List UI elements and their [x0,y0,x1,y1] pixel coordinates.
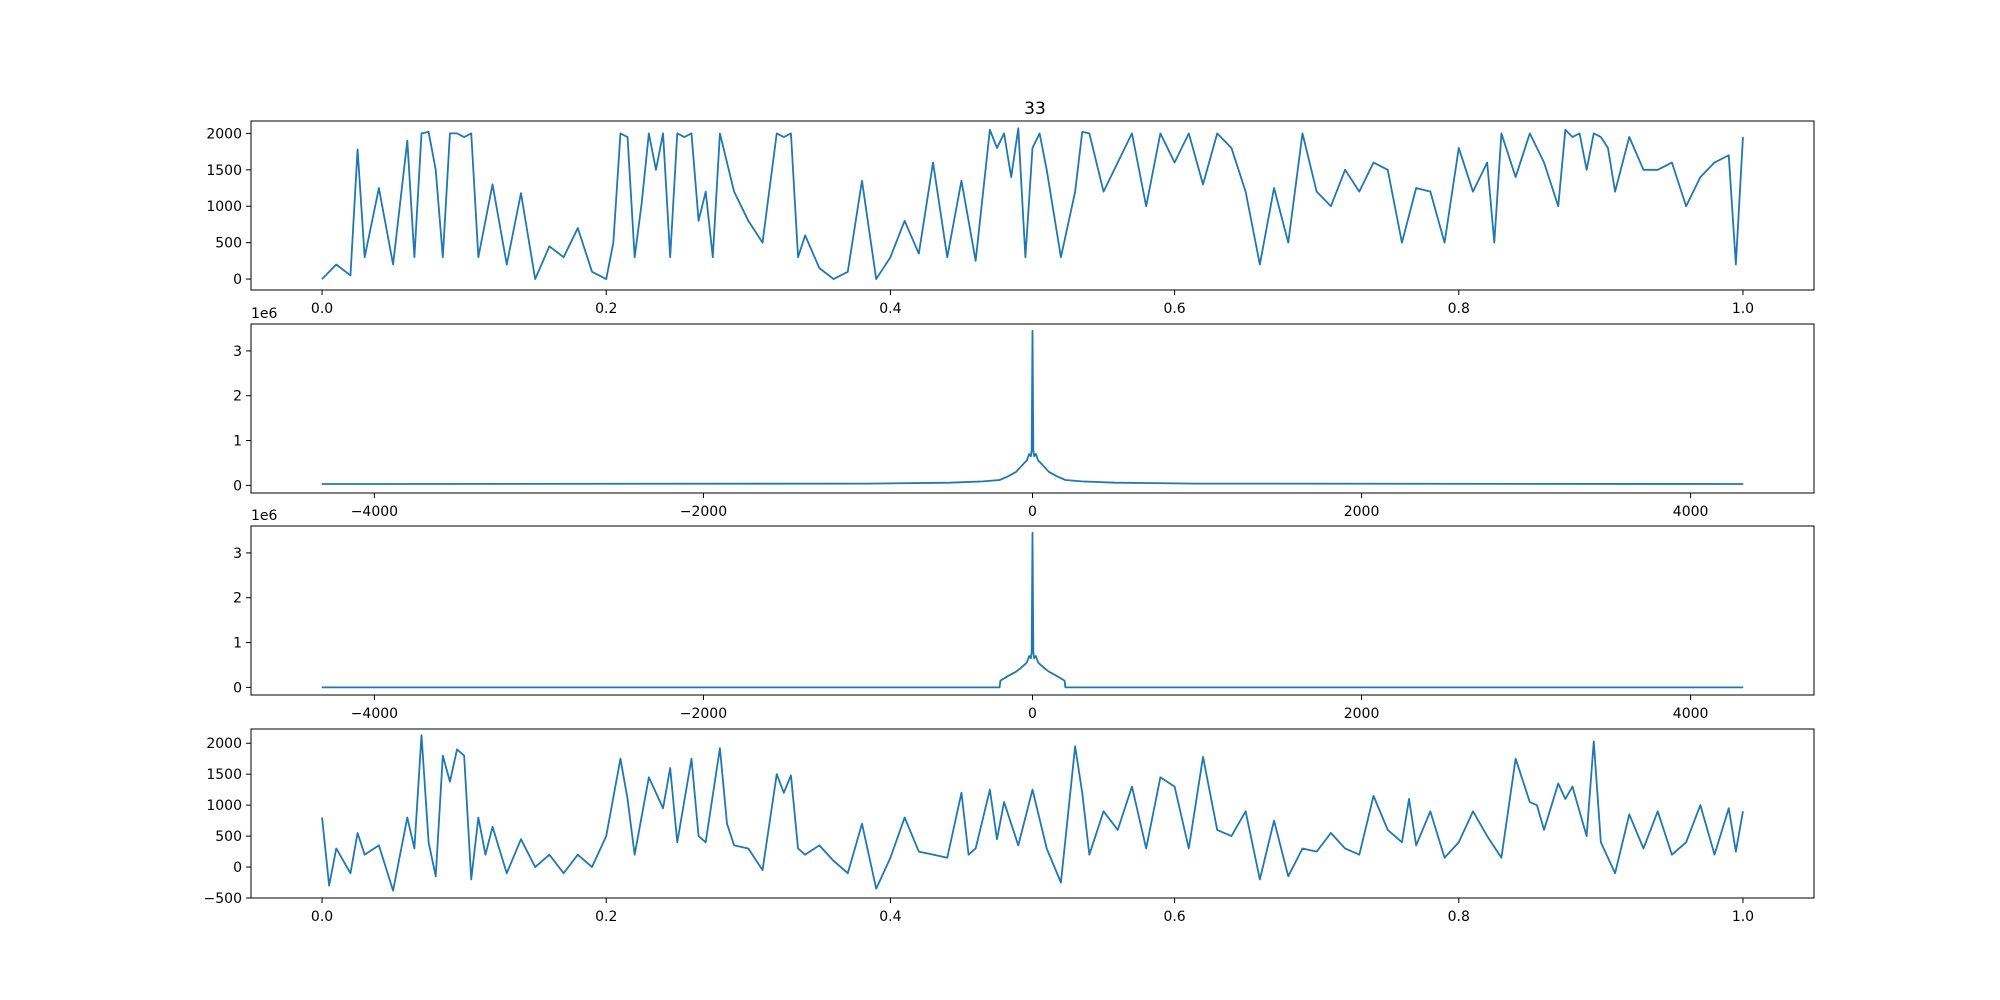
axes-frame [250,120,1815,291]
x-tick-label: 0.6 [1163,301,1185,317]
y-tick-label: 2000 [206,736,242,752]
x-tick-label: 4000 [1673,504,1709,520]
y-tick-label: 1 [233,636,242,652]
y-tick-label: 500 [215,829,242,845]
subplot-4-reconstructed-signal: 0.0 0.2 0.4 0.6 0.8 1.0 −500 0 500 1000 1500 2000 [204,728,1815,925]
axes-frame [250,728,1815,899]
y-tick-label: 2 [233,591,242,607]
x-tick-label: 0.6 [1163,909,1185,925]
x-tick-label: 0.2 [595,301,617,317]
y-tick-label: 3 [233,546,242,562]
y-tick-label: −500 [204,891,242,907]
x-tick-label: 0.0 [311,909,333,925]
x-tick-label: 0.8 [1448,909,1470,925]
y-tick-label: 2 [233,389,242,405]
x-tick-label: 0.4 [879,909,901,925]
x-tick-label: 0 [1028,706,1037,722]
y-tick-label: 1000 [206,798,242,814]
x-tick-label: −2000 [680,706,727,722]
series-line-2-1 [321,329,1744,485]
series-line-4-1 [321,734,1744,892]
x-tick-label: 0.8 [1448,301,1470,317]
y-tick-label: 0 [233,478,242,494]
subplot-2-spectrum: −4000 −2000 0 2000 4000 0 1 2 3 1e6 [233,306,1815,520]
x-tick-label: 2000 [1344,504,1380,520]
x-tick-label: 0 [1028,504,1037,520]
y-tick-label: 2000 [206,126,242,142]
x-tick-label: 0.2 [595,909,617,925]
series-line-3-1 [321,531,1744,689]
y-tick-label: 1500 [206,163,242,179]
y-tick-label: 3 [233,344,242,360]
x-tick-label: 1.0 [1732,909,1754,925]
y-tick-label: 1 [233,434,242,450]
x-tick-label: −2000 [680,504,727,520]
y-tick-label: 0 [233,860,242,876]
x-tick-label: −4000 [351,706,398,722]
x-tick-label: 0.0 [311,301,333,317]
x-tick-label: −4000 [351,504,398,520]
x-tick-label: 2000 [1344,706,1380,722]
subplot-1-signal: 0.0 0.2 0.4 0.6 0.8 1.0 0 500 1000 1500 2000 [206,120,1815,317]
y-tick-label: 1500 [206,767,242,783]
y-tick-label: 0 [233,272,242,288]
x-tick-label: 0.4 [879,301,901,317]
x-tick-label: 4000 [1673,706,1709,722]
y-offset-label: 1e6 [251,508,278,524]
series-line-1-1 [321,127,1744,280]
subplot-3-filtered-spectrum: −4000 −2000 0 2000 4000 0 1 2 3 1e6 [233,508,1815,722]
x-tick-label: 1.0 [1732,301,1754,317]
chart-title: 33 [1024,99,1046,119]
y-tick-label: 1000 [206,199,242,215]
y-tick-label: 500 [215,236,242,252]
y-offset-label: 1e6 [251,306,278,322]
y-tick-label: 0 [233,680,242,696]
